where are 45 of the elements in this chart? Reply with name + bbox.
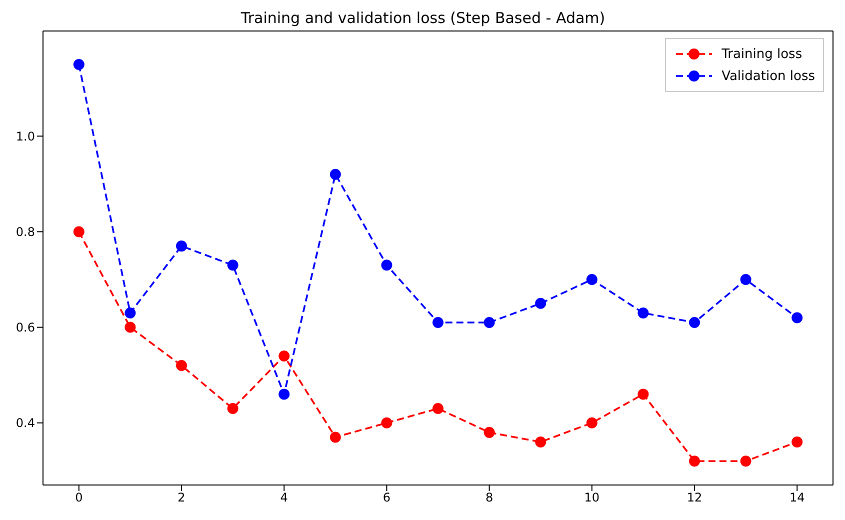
point	[688, 456, 700, 467]
legend-label: Validation loss	[722, 68, 815, 84]
point	[124, 307, 136, 318]
point	[740, 456, 752, 467]
point	[586, 417, 598, 428]
point	[484, 317, 495, 328]
y-tick-label: 0.4	[16, 416, 35, 430]
y-tick-label: 0.8	[16, 224, 35, 239]
x-tick-label: 14	[789, 490, 805, 505]
point	[792, 436, 803, 448]
point	[227, 403, 238, 414]
point	[740, 274, 752, 286]
x-tick-label: 12	[686, 490, 702, 505]
point	[792, 312, 803, 324]
point	[176, 360, 188, 372]
point	[638, 307, 649, 318]
x-tick-label: 10	[584, 490, 600, 505]
point	[432, 317, 444, 328]
x-tick-label: 6	[382, 490, 391, 505]
point	[484, 426, 495, 438]
y-tick-label: 0.6	[16, 320, 35, 335]
x-tick-label: 2	[178, 490, 186, 505]
x-tick-label: 8	[485, 490, 494, 505]
point	[330, 432, 341, 443]
point	[638, 388, 649, 400]
point	[381, 417, 392, 428]
point	[73, 226, 84, 238]
point	[688, 317, 700, 328]
y-tick-label: 1.0	[16, 129, 35, 144]
point	[586, 274, 598, 286]
x-tick-label: 4	[280, 490, 288, 505]
legend-label: Training loss	[722, 46, 802, 62]
point	[176, 240, 188, 252]
point	[432, 403, 444, 414]
point	[381, 260, 392, 271]
chart-title: Training and validation loss (Step Based - Adam)	[240, 8, 606, 28]
point	[124, 322, 136, 333]
point	[73, 58, 84, 70]
point	[278, 350, 290, 362]
point	[278, 388, 290, 400]
point	[535, 436, 546, 448]
point	[330, 168, 341, 180]
point	[227, 260, 238, 271]
x-tick-label: 0	[75, 490, 83, 505]
point	[535, 298, 546, 309]
